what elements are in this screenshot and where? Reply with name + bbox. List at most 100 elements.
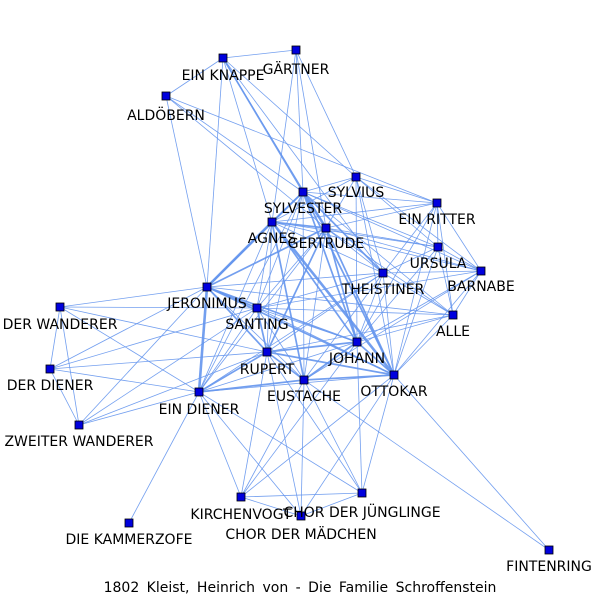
edge-agnes-jeronimus [206,221,273,288]
edge-jeronimus-rupert [206,286,268,353]
node-gertrude [321,223,331,233]
edge-theistiner-ein_diener [198,272,384,393]
node-label-gaertner: GÄRTNER [263,60,330,78]
edge-sylvius-ottokar [355,176,395,376]
edge-ein_knappe-aldoebern [165,57,224,97]
edge-sylvester-eustache [302,191,305,381]
edge-santing-ottokar [256,307,395,376]
edge-ein_knappe-gaertner [222,49,297,59]
edge-barnabe-ottokar [393,270,482,376]
node-label-zweiter-wanderer: ZWEITER WANDERER [4,434,153,450]
edge-rupert-alle [266,314,454,353]
node-label-ein-knappe: EIN KNAPPE [182,68,265,84]
node-label-ein-diener: EIN DIENER [159,402,240,418]
edge-sylvester-alle [302,191,454,316]
edge-eustache-fintenring [303,379,550,551]
edge-layer [49,49,550,551]
edge-theistiner-ottokar [382,272,395,376]
node-der-diener [45,364,55,374]
node-die-kammerzofe [124,518,134,528]
edge-santing-johann [256,307,358,343]
edge-gertrude-ursula [325,227,439,248]
node-label-kirchenvogt: KIRCHENVOGT [190,507,292,523]
edge-johann-alle [356,314,454,343]
edge-sylvius-ein_ritter [355,176,438,204]
edge-theistiner-rupert [266,272,384,353]
edge-sylvester-barnabe [302,191,482,272]
figure-caption: 1802 Kleist, Heinrich von - Die Familie … [103,580,497,596]
edge-sylvius-agnes [271,176,357,223]
edge-santing-rupert [256,307,268,353]
edge-theistiner-jeronimus [206,272,384,288]
node-label-ursula: URSULA [410,256,467,272]
edge-gertrude-theistiner [325,227,384,274]
edge-kirchenvogt-chor_maedchen [240,496,302,517]
edge-eustache-chor_juenglinge [303,379,363,494]
edge-sylvius-barnabe [355,176,482,272]
edge-ursula-theistiner [382,246,439,274]
node-label-rupert: RUPERT [240,362,295,378]
edge-agnes-barnabe [271,221,482,272]
edge-aldoebern-gertrude [165,95,327,229]
edge-agnes-ursula [271,221,439,248]
edge-der_wanderer-zweiter_wanderer [59,306,80,426]
edge-der_diener-santing [49,307,258,370]
edge-gertrude-rupert [266,227,327,353]
edge-johann-rupert [266,341,358,353]
edge-gertrude-ottokar [325,227,395,376]
edge-rupert-kirchenvogt [240,351,268,498]
node-ein-ritter [432,198,442,208]
edge-ottokar-kirchenvogt [240,374,395,498]
edge-jeronimus-johann [206,286,358,343]
edge-aldoebern-jeronimus [165,95,208,288]
node-ursula [433,242,443,252]
node-chor-juenglinge [357,488,367,498]
edge-jeronimus-ottokar [206,286,395,376]
edge-ein_diener-kirchenvogt [198,391,242,498]
edge-barnabe-eustache [303,270,482,381]
edge-johann-chor_juenglinge [356,341,363,494]
edge-rupert-chor_juenglinge [266,351,363,494]
edge-barnabe-alle [452,270,482,316]
edge-gertrude-johann [325,227,358,343]
edge-theistiner-johann [356,272,384,343]
edge-sylvius-theistiner [355,176,384,274]
node-label-alle: ALLE [436,324,470,340]
edge-gertrude-alle [325,227,454,316]
node-kirchenvogt [236,492,246,502]
node-label-chor-juenglinge: CHOR DER JÜNGLINGE [283,503,440,521]
edge-ein_ritter-gertrude [325,202,438,229]
edge-aldoebern-sylvester [165,95,304,193]
edge-johann-eustache [303,341,358,381]
edge-santing-ein_diener [198,307,258,393]
node-label-barnabe: BARNABE [447,279,514,295]
node-label-der-wanderer: DER WANDERER [3,317,118,333]
edge-zweiter_wanderer-ein_diener [78,391,200,426]
node-label-sylvius: SYLVIUS [328,185,385,201]
edge-ottokar-ein_diener [198,374,395,393]
edge-ottokar-eustache [303,374,395,381]
node-layer [45,45,554,555]
node-sylvester [298,187,308,197]
edge-ursula-johann [356,246,439,343]
edge-gertrude-jeronimus [206,227,327,288]
edge-agnes-eustache [271,221,305,381]
edge-gaertner-gertrude [295,49,327,229]
edge-ottokar-rupert [266,351,395,376]
node-label-sylvester: SYLVESTER [264,201,342,217]
edge-theistiner-santing [256,272,384,309]
edge-der_wanderer-der_diener [49,306,61,370]
edge-eustache-kirchenvogt [240,379,305,498]
edge-ursula-alle [437,246,454,316]
node-fintenring [544,545,554,555]
edge-barnabe-theistiner [382,270,482,274]
edge-zweiter_wanderer-rupert [78,351,268,426]
node-alle [448,310,458,320]
edge-ein_ritter-theistiner [382,202,438,274]
edge-barnabe-santing [256,270,482,309]
edge-rupert-eustache [266,351,305,381]
edge-rupert-ein_diener [198,351,268,393]
